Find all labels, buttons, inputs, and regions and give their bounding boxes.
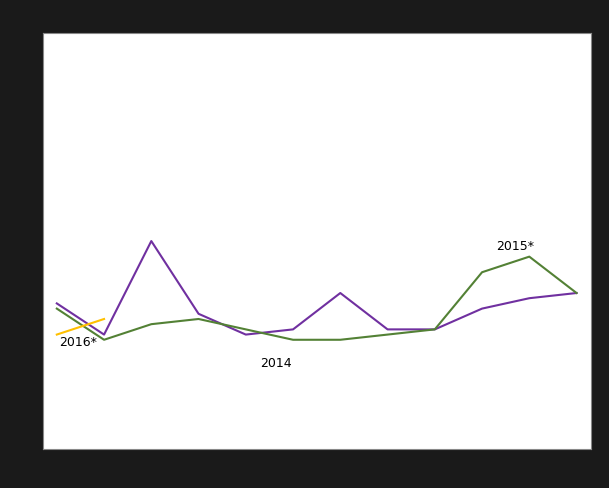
Text: 2016*: 2016* (59, 335, 97, 348)
Text: 2015*: 2015* (496, 239, 534, 252)
Text: 2014: 2014 (260, 356, 292, 369)
